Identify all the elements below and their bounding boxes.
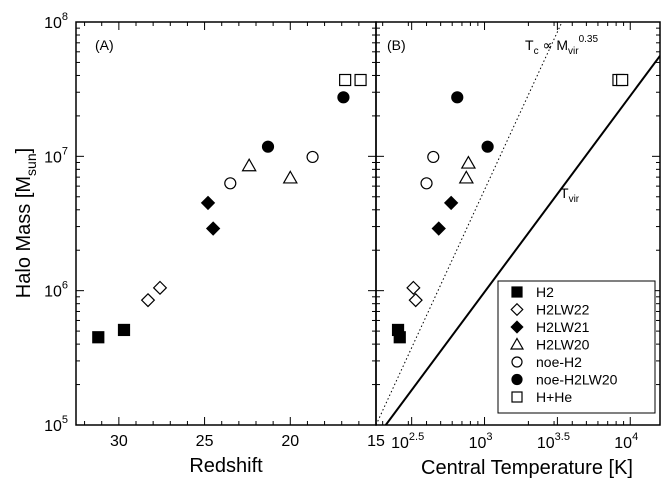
legend-marker-h2lw22 bbox=[510, 302, 524, 317]
legend-marker-noe-h2 bbox=[511, 356, 523, 368]
legend-label: noe-H2 bbox=[536, 354, 582, 370]
point-h2lw20 bbox=[458, 170, 474, 184]
panel-a-x-tick-label: 20 bbox=[281, 433, 299, 450]
point-noe-h2 bbox=[224, 177, 237, 190]
panel-a-x-axis-label: Redshift bbox=[189, 455, 263, 477]
legend-label: H2LW22 bbox=[536, 302, 590, 318]
point-h2lw20 bbox=[282, 170, 298, 184]
legend-label: H2LW20 bbox=[536, 337, 590, 353]
legend-label: H2 bbox=[536, 284, 554, 300]
point-h+he bbox=[616, 73, 629, 87]
panel-b-reference-lines bbox=[376, 22, 660, 425]
y-tick-label-exp: 6 bbox=[62, 280, 68, 292]
y-axis-label-sub: sun bbox=[23, 153, 39, 176]
panel-b-frame bbox=[375, 21, 661, 426]
legend-marker-h2lw21 bbox=[510, 320, 524, 334]
legend-marker-h+he bbox=[511, 391, 523, 403]
y-tick-label-exp: 5 bbox=[62, 414, 68, 426]
y-axis-label-main: Halo Mass [M bbox=[13, 176, 35, 298]
point-h2lw22 bbox=[408, 292, 423, 308]
tc-line-label: Tc ∝ Mvir0.35 bbox=[525, 34, 598, 57]
point-h2lw21 bbox=[200, 195, 216, 211]
point-h2lw22 bbox=[152, 280, 168, 295]
panel-b-x-tick-label-exp: 3 bbox=[486, 431, 492, 443]
y-axis-label: Halo Mass [Msun] bbox=[13, 148, 39, 298]
tc-label-sub2: vir bbox=[568, 46, 579, 57]
y-tick-label: 108 bbox=[44, 11, 68, 32]
panel-a-x-tick-label: 15 bbox=[367, 433, 385, 450]
point-noe-h2 bbox=[420, 177, 433, 190]
panel-b-x-tick-label: 102.5 bbox=[391, 431, 424, 452]
panel-b-x-tick-label: 103.5 bbox=[537, 431, 570, 452]
y-tick-label: 107 bbox=[44, 145, 68, 166]
panel-b-x-axis-label: Central Temperature [K] bbox=[421, 457, 633, 479]
point-h2lw22 bbox=[406, 280, 421, 295]
y-tick-label-exp: 8 bbox=[62, 11, 68, 23]
point-h2 bbox=[393, 331, 406, 344]
legend-marker-noe-h2lw20 bbox=[511, 373, 523, 386]
tc-label-rest: ∝ M bbox=[539, 37, 568, 53]
tvir-line bbox=[384, 55, 660, 425]
panel-b-x-tick-label-exp: 2.5 bbox=[409, 431, 424, 443]
point-h2 bbox=[92, 331, 105, 344]
panel-b-x-tick-label-base: 10 bbox=[537, 435, 555, 452]
panel-b-x-tick-label-exp: 4 bbox=[632, 431, 638, 443]
legend-label: H2LW21 bbox=[536, 319, 590, 335]
legend-marker-h2 bbox=[511, 286, 523, 298]
panel-b-x-tick-label-base: 10 bbox=[391, 435, 409, 452]
tc-label-sub: c bbox=[534, 46, 539, 57]
point-h2lw21 bbox=[431, 221, 446, 236]
panel-b-label: (B) bbox=[387, 37, 406, 53]
y-tick-label-exp: 7 bbox=[62, 145, 68, 157]
y-tick-label: 105 bbox=[44, 414, 68, 435]
y-tick-label-base: 10 bbox=[44, 15, 62, 32]
point-noe-h2 bbox=[427, 150, 440, 164]
y-tick-label: 106 bbox=[44, 280, 68, 301]
legend-marker-h2lw20 bbox=[509, 337, 525, 350]
point-h+he bbox=[354, 73, 367, 87]
panel-b-x-tick-label-base: 10 bbox=[614, 435, 632, 452]
y-tick-label-base: 10 bbox=[44, 149, 62, 166]
panel-b-ticks: 102.5 103 103.5 104 bbox=[376, 22, 660, 452]
point-noe-h2 bbox=[306, 150, 319, 164]
tc-label-t: T bbox=[525, 37, 534, 53]
point-noe-h2lw20 bbox=[451, 91, 464, 104]
tvir-label-t: T bbox=[560, 185, 569, 201]
panel-b-x-tick-label: 103 bbox=[469, 431, 493, 452]
y-tick-label-base: 10 bbox=[44, 418, 62, 435]
panel-a-label: (A) bbox=[95, 37, 114, 53]
point-h+he bbox=[339, 73, 352, 87]
point-h2lw20 bbox=[460, 155, 477, 169]
tvir-line-label: Tvir bbox=[560, 185, 580, 205]
legend-label: H+He bbox=[536, 389, 572, 405]
point-h2lw21 bbox=[205, 221, 221, 236]
legend-label: noe-H2LW20 bbox=[536, 372, 618, 388]
panel-b-x-tick-label-base: 10 bbox=[469, 435, 487, 452]
panel-a-marks bbox=[92, 73, 367, 344]
y-tick-label-base: 10 bbox=[44, 284, 62, 301]
panel-b-marks bbox=[391, 73, 629, 344]
point-h2 bbox=[117, 323, 131, 337]
panel-a-frame bbox=[75, 21, 377, 426]
point-h2lw22 bbox=[140, 292, 156, 308]
point-noe-h2lw20 bbox=[261, 140, 275, 153]
legend-box bbox=[497, 280, 656, 414]
y-axis-label-end: ] bbox=[13, 148, 35, 154]
point-noe-h2lw20 bbox=[337, 91, 350, 104]
panel-a-x-tick-label: 30 bbox=[110, 433, 128, 450]
point-h2lw21 bbox=[443, 195, 459, 211]
tvir-label-sub: vir bbox=[569, 194, 580, 205]
panel-b-x-tick-label: 104 bbox=[614, 431, 638, 452]
panel-a-x-tick-label: 25 bbox=[196, 433, 214, 450]
panel-b: 102.5 103 103.5 104 (B) Central Temperature… bbox=[375, 21, 661, 479]
point-h2lw20 bbox=[241, 158, 257, 172]
panel-b-x-tick-label-exp: 3.5 bbox=[555, 431, 570, 443]
tc-label-exp: 0.35 bbox=[579, 34, 599, 45]
point-noe-h2lw20 bbox=[481, 140, 494, 153]
